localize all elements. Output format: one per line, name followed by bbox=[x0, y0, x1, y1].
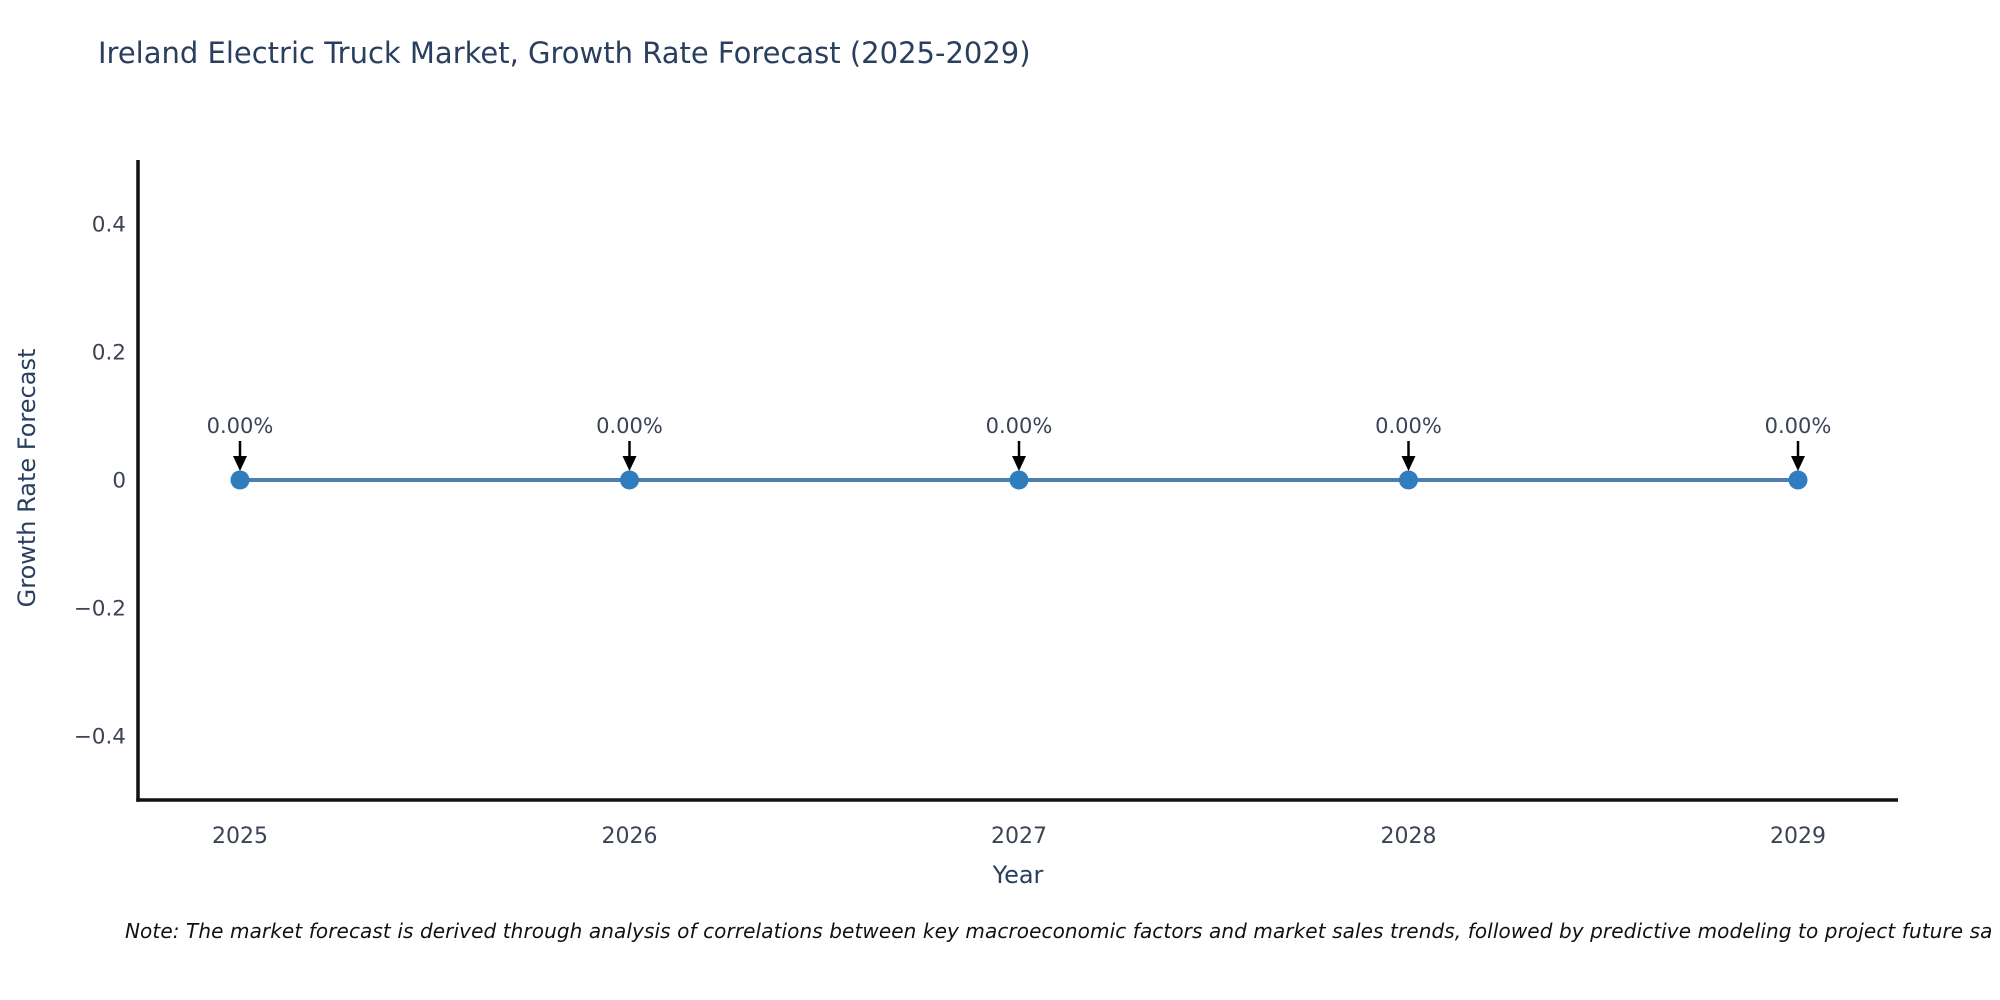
data-point-marker bbox=[620, 470, 639, 490]
annotation-label: 0.00% bbox=[596, 414, 663, 438]
x-axis-title: Year bbox=[992, 861, 1044, 889]
data-point-marker bbox=[230, 470, 250, 490]
annotation-arrowhead-icon bbox=[1012, 456, 1026, 471]
annotation-arrowhead-icon bbox=[1401, 456, 1416, 471]
x-tick-label: 2026 bbox=[602, 824, 658, 849]
x-tick-label: 2028 bbox=[1381, 824, 1437, 849]
data-point-marker bbox=[1788, 470, 1808, 490]
annotation-label: 0.00% bbox=[1375, 414, 1442, 438]
annotation-arrowhead-icon bbox=[233, 456, 247, 471]
x-tick-label: 2027 bbox=[991, 824, 1047, 849]
chart-title: Ireland Electric Truck Market, Growth Ra… bbox=[98, 36, 1031, 70]
chart-note: Note: The market forecast is derived thr… bbox=[125, 919, 1993, 943]
y-tick-label: 0.2 bbox=[92, 341, 126, 366]
x-tick-label: 2025 bbox=[212, 824, 268, 849]
y-tick-label: −0.2 bbox=[74, 597, 126, 622]
annotation-label: 0.00% bbox=[207, 414, 274, 438]
y-tick-label: −0.4 bbox=[74, 725, 126, 750]
annotation-arrowhead-icon bbox=[622, 456, 637, 471]
x-tick-label: 2029 bbox=[1770, 824, 1826, 849]
annotation-label: 0.00% bbox=[1765, 414, 1832, 438]
data-point-marker bbox=[1009, 470, 1029, 490]
data-point-marker bbox=[1399, 470, 1418, 490]
y-tick-label: 0.4 bbox=[92, 213, 126, 238]
annotation-label: 0.00% bbox=[986, 414, 1053, 438]
annotation-arrowhead-icon bbox=[1791, 456, 1805, 471]
y-tick-label: 0 bbox=[112, 469, 126, 494]
